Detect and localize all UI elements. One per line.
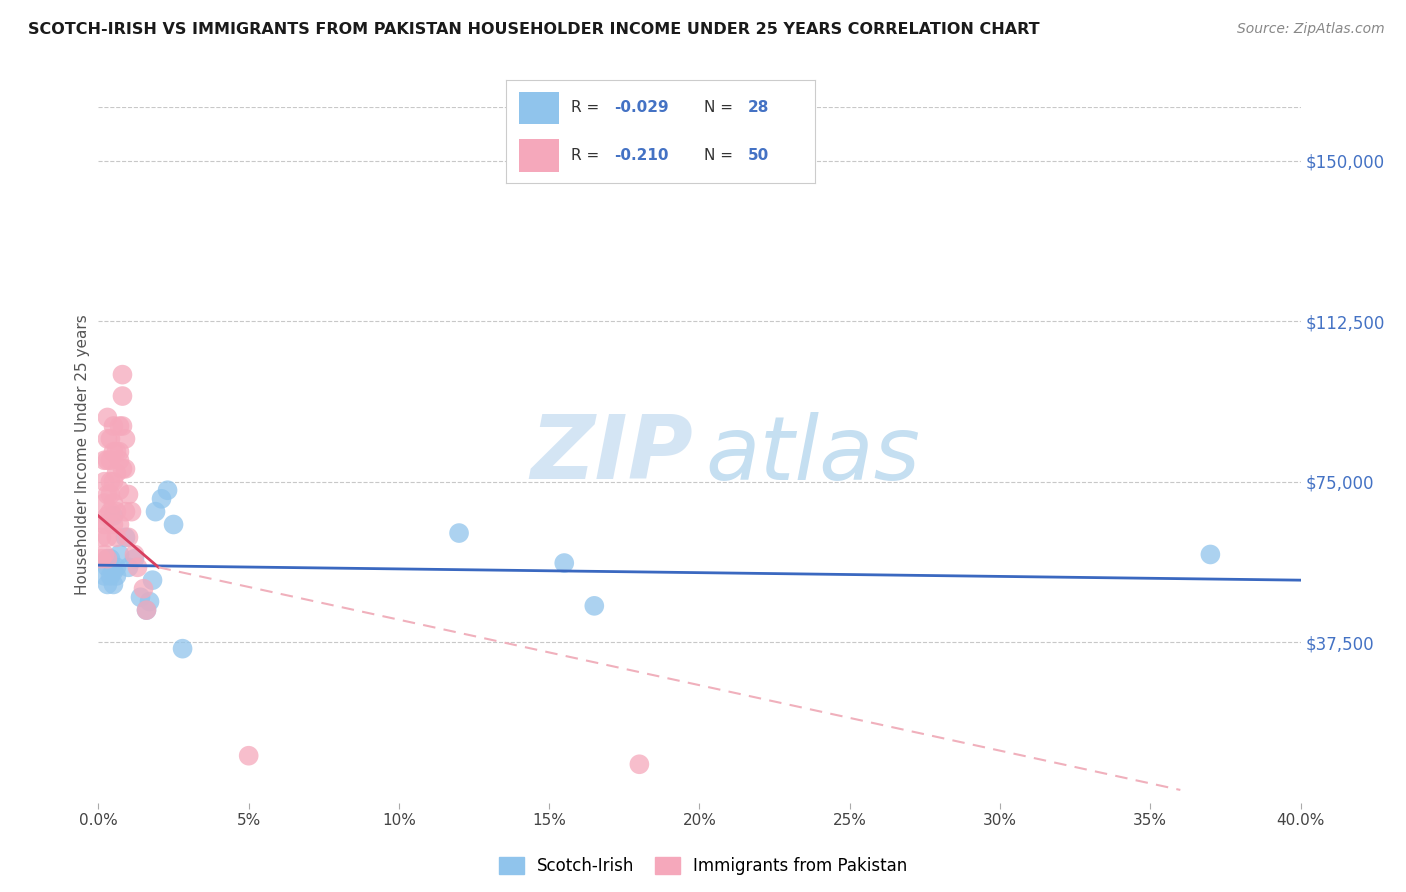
Bar (519, 139, 558, 171)
Point (96, 560, 118, 574)
Point (103, 577, 125, 591)
Text: -0.210: -0.210 (614, 148, 669, 162)
Text: atlas: atlas (706, 412, 921, 498)
Point (1199, 548, 1222, 562)
Text: SCOTCH-IRISH VS IMMIGRANTS FROM PAKISTAN HOUSEHOLDER INCOME UNDER 25 YEARS CORRE: SCOTCH-IRISH VS IMMIGRANTS FROM PAKISTAN… (28, 22, 1040, 37)
Point (90, 513, 112, 527)
Point (141, 573, 163, 587)
Point (127, 560, 149, 574)
Point (96, 551, 118, 566)
Point (114, 505, 136, 519)
Point (103, 496, 125, 510)
Point (135, 603, 157, 617)
Point (103, 475, 125, 489)
Point (145, 505, 167, 519)
Point (96, 410, 118, 425)
Point (96, 508, 118, 523)
Point (162, 517, 184, 532)
Point (121, 505, 143, 519)
Point (100, 505, 122, 519)
Text: N =: N = (704, 101, 738, 115)
Point (114, 462, 136, 476)
Point (105, 505, 128, 519)
Point (117, 530, 139, 544)
Point (135, 603, 157, 617)
Point (108, 517, 131, 532)
Point (117, 487, 139, 501)
Point (105, 569, 128, 583)
Point (103, 508, 125, 523)
Text: 50: 50 (748, 148, 769, 162)
Point (114, 432, 136, 446)
Point (111, 419, 134, 434)
Point (93, 475, 115, 489)
Text: Source: ZipAtlas.com: Source: ZipAtlas.com (1237, 22, 1385, 37)
Point (93, 496, 115, 510)
Point (553, 556, 575, 570)
Point (100, 569, 122, 583)
Point (108, 483, 131, 498)
Point (583, 599, 606, 613)
Point (105, 466, 128, 480)
Point (108, 419, 131, 434)
Point (100, 551, 122, 566)
Point (138, 594, 160, 608)
Point (105, 444, 128, 458)
Point (108, 548, 131, 562)
Point (111, 368, 134, 382)
Point (90, 551, 112, 566)
Point (238, 748, 260, 763)
Point (96, 432, 118, 446)
Point (447, 526, 470, 541)
Bar (519, 92, 558, 124)
Text: -0.029: -0.029 (614, 101, 669, 115)
Point (100, 487, 122, 501)
Point (124, 548, 146, 562)
Point (100, 453, 122, 467)
Point (111, 389, 134, 403)
Point (108, 444, 131, 458)
Point (93, 453, 115, 467)
Point (150, 491, 173, 506)
Point (105, 560, 128, 574)
Text: ZIP: ZIP (530, 411, 693, 499)
Point (93, 517, 115, 532)
Text: N =: N = (704, 148, 738, 162)
Point (111, 462, 134, 476)
Text: 28: 28 (748, 101, 769, 115)
Point (100, 475, 122, 489)
Point (103, 565, 125, 579)
Point (117, 560, 139, 574)
Point (108, 453, 131, 467)
Point (114, 530, 136, 544)
Point (96, 487, 118, 501)
Point (93, 548, 115, 562)
Point (96, 577, 118, 591)
Point (124, 551, 146, 566)
Point (90, 530, 112, 544)
Point (100, 432, 122, 446)
Point (132, 582, 155, 596)
Text: R =: R = (571, 148, 605, 162)
Point (156, 483, 179, 498)
Point (93, 569, 115, 583)
Point (105, 530, 128, 544)
Point (96, 530, 118, 544)
Point (129, 591, 152, 605)
Point (103, 419, 125, 434)
Point (103, 517, 125, 532)
Point (172, 641, 194, 656)
Point (103, 444, 125, 458)
Y-axis label: Householder Income Under 25 years: Householder Income Under 25 years (75, 315, 90, 595)
Legend: Scotch-Irish, Immigrants from Pakistan: Scotch-Irish, Immigrants from Pakistan (492, 850, 914, 882)
Text: R =: R = (571, 101, 605, 115)
Point (96, 453, 118, 467)
Point (628, 757, 651, 772)
Point (96, 551, 118, 566)
